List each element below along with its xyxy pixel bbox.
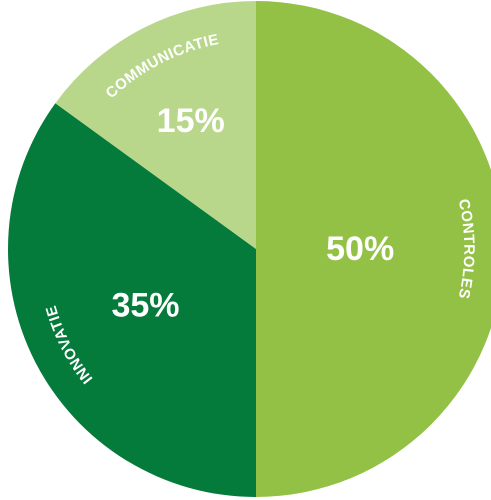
pie-slice-communicatie: [55, 1, 256, 249]
pct-label-innovatie: 35%: [111, 286, 179, 324]
pie-slice-controles: [256, 1, 491, 497]
pie-slices: [8, 1, 491, 498]
percentage-labels: 50% 35% 15%: [111, 102, 394, 324]
pct-label-controles: 50%: [326, 230, 394, 268]
pct-label-communicatie: 15%: [157, 102, 225, 140]
category-label-controles: CONTROLES: [455, 197, 478, 300]
pie-slice-innovatie: [8, 103, 256, 498]
